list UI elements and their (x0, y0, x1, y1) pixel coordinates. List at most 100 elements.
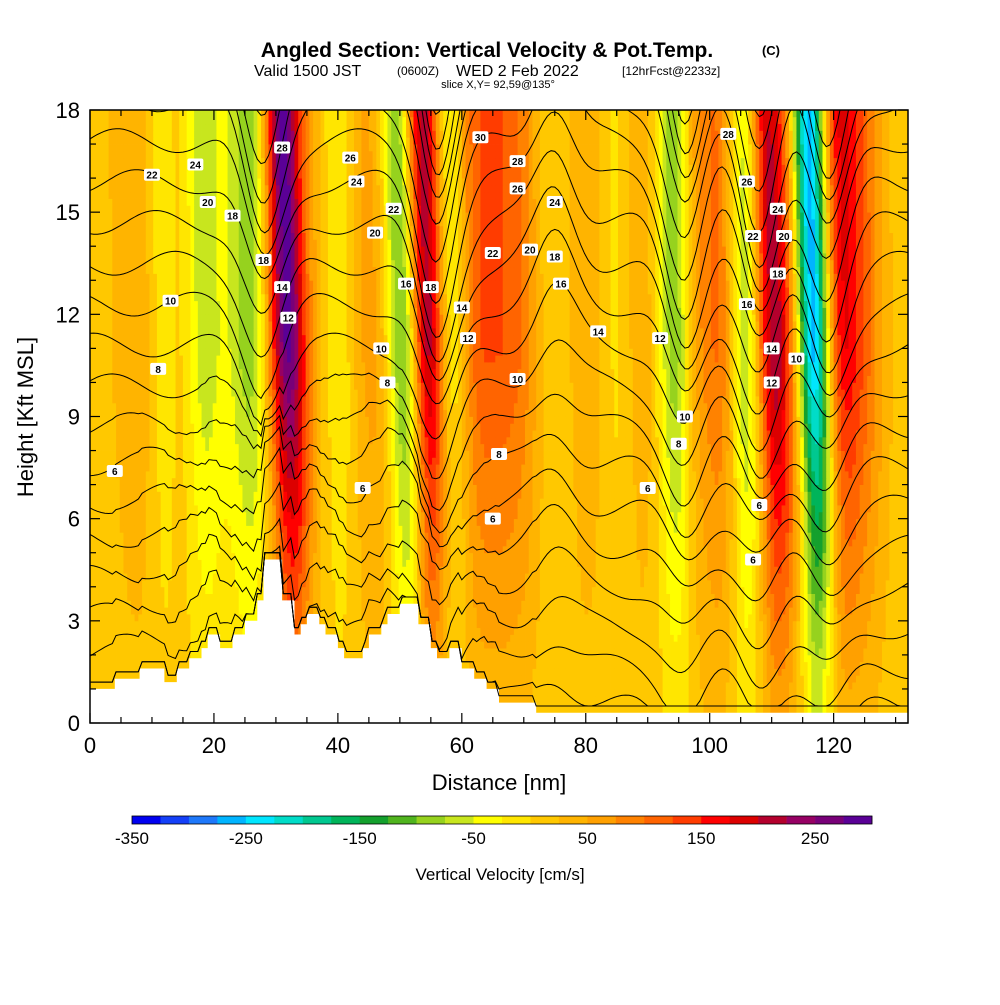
heatmap-cell (261, 579, 266, 588)
heatmap-cell (201, 579, 206, 588)
heatmap-cell (684, 593, 690, 601)
heatmap-cell (491, 614, 496, 622)
heatmap-cell (859, 648, 864, 656)
heatmap-cell (796, 593, 801, 601)
heatmap-cell (718, 682, 723, 690)
heatmap-cell (506, 627, 511, 635)
heatmap-cell (870, 627, 875, 635)
heatmap-cell (595, 634, 600, 642)
heatmap-cell (647, 654, 652, 663)
heatmap-cell (97, 614, 102, 622)
heatmap-cell (878, 654, 883, 663)
heatmap-cell (893, 682, 898, 690)
heatmap-cell (722, 579, 727, 588)
heatmap-cell (365, 641, 370, 649)
heatmap-cell (201, 573, 206, 581)
heatmap-cell (461, 620, 466, 629)
heatmap-cell (342, 573, 347, 581)
heatmap-cell (521, 675, 526, 683)
heatmap-cell (104, 593, 109, 601)
heatmap-cell (621, 648, 626, 656)
heatmap-cell (577, 627, 582, 635)
heatmap-cell (112, 661, 117, 669)
heatmap-cell (190, 627, 195, 635)
heatmap-cell (238, 607, 243, 615)
heatmap-cell (863, 620, 868, 629)
heatmap-cell (632, 668, 637, 676)
heatmap-cell (149, 614, 154, 622)
heatmap-cell (603, 648, 608, 656)
heatmap-cell (733, 668, 738, 676)
heatmap-cell (632, 600, 637, 608)
heatmap-cell (844, 620, 849, 629)
heatmap-cell (748, 682, 753, 690)
heatmap-cell (580, 586, 585, 594)
heatmap-cell (632, 688, 637, 697)
heatmap-cell (673, 688, 678, 697)
heatmap-cell (506, 668, 511, 676)
heatmap-cell (171, 648, 176, 656)
heatmap-cell (547, 634, 552, 642)
heatmap-cell (629, 573, 634, 581)
heatmap-cell (439, 593, 444, 601)
heatmap-cell (636, 586, 641, 594)
heatmap-cell (729, 586, 734, 594)
heatmap-cell (651, 668, 656, 676)
heatmap-cell (551, 573, 556, 581)
heatmap-cell (900, 579, 905, 588)
heatmap-cell (826, 593, 831, 601)
heatmap-cell (900, 586, 905, 594)
heatmap-cell (309, 579, 314, 588)
heatmap-cell (885, 661, 890, 669)
heatmap-cell (153, 607, 158, 615)
heatmap-cell (599, 695, 604, 703)
heatmap-cell (725, 648, 730, 656)
heatmap-cell (298, 573, 303, 581)
heatmap-cell (190, 566, 195, 574)
heatmap-cell (610, 600, 615, 608)
heatmap-cell (506, 593, 511, 601)
heatmap-cell (588, 641, 593, 649)
heatmap-cell (822, 661, 827, 669)
heatmap-cell (138, 620, 143, 629)
heatmap-cell (688, 648, 693, 656)
heatmap-cell (684, 614, 690, 622)
heatmap-cell (171, 600, 176, 608)
heatmap-cell (755, 579, 760, 588)
heatmap-cell (324, 614, 329, 622)
heatmap-cell (789, 620, 794, 629)
heatmap-cell (339, 620, 344, 629)
heatmap-cell (182, 586, 188, 594)
heatmap-cell (595, 614, 600, 622)
heatmap-cell (454, 600, 459, 608)
heatmap-cell (350, 627, 355, 635)
heatmap-cell (223, 566, 228, 574)
heatmap-cell (603, 634, 608, 642)
heatmap-cell (175, 573, 180, 581)
heatmap-cell (833, 614, 838, 622)
heatmap-cell (904, 600, 908, 608)
heatmap-cell (774, 607, 779, 615)
heatmap-cell (469, 586, 474, 594)
heatmap-cell (372, 566, 377, 574)
heatmap-cell (208, 579, 214, 588)
heatmap-cell (774, 648, 779, 656)
heatmap-cell (774, 688, 779, 697)
heatmap-cell (759, 573, 764, 581)
heatmap-cell (171, 675, 176, 683)
heatmap-cell (406, 573, 411, 581)
heatmap-cell (621, 566, 626, 574)
heatmap-cell (499, 661, 504, 669)
heatmap-cell (803, 634, 809, 642)
heatmap-cell (372, 627, 377, 635)
heatmap-cell (532, 648, 537, 656)
heatmap-cell (789, 579, 794, 588)
heatmap-cell (458, 600, 463, 608)
heatmap-cell (168, 614, 173, 622)
heatmap-cell (476, 661, 481, 669)
heatmap-cell (617, 634, 623, 642)
heatmap-cell (748, 586, 753, 594)
heatmap-cell (878, 675, 883, 683)
heatmap-cell (346, 566, 351, 574)
heatmap-cell (499, 614, 504, 622)
